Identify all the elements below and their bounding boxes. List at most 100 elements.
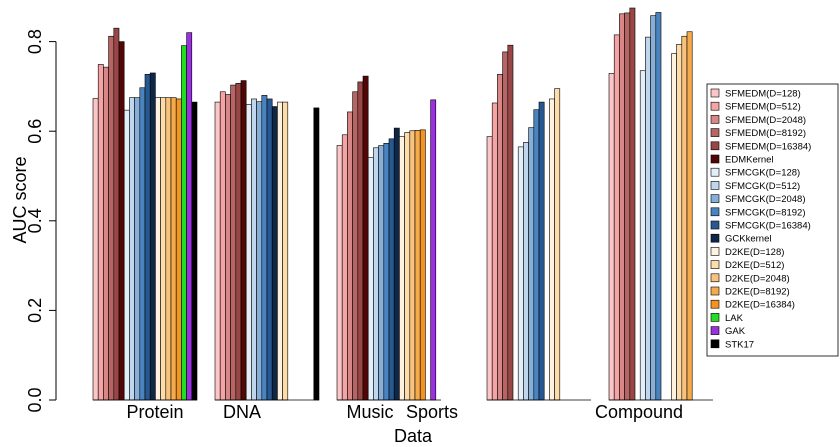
legend-swatch [710, 115, 720, 124]
bar [383, 142, 390, 401]
bar [671, 53, 677, 401]
legend-swatch [710, 260, 720, 269]
bar [393, 127, 400, 401]
bar [123, 109, 130, 401]
legend-label: SFMCGK(D=128) [725, 168, 800, 179]
bar [282, 101, 289, 401]
bar [409, 130, 416, 401]
bar [352, 91, 359, 401]
bar [103, 66, 109, 401]
y-axis-title: AUC score [10, 156, 30, 243]
legend-item: SFMEDM(D=16384) [710, 141, 811, 152]
bar [681, 35, 688, 401]
legend-label: SFMCGK(D=16384) [725, 221, 811, 232]
legend-label: D2KE(D=512) [725, 260, 784, 271]
bar [113, 27, 120, 401]
legend-label: SFMEDM(D=128) [725, 89, 801, 100]
bar [388, 138, 395, 401]
bar [554, 88, 561, 401]
bar [650, 15, 657, 401]
legend-item: SFMCGK(D=128) [710, 167, 800, 179]
legend-label: D2KE(D=16384) [725, 300, 795, 311]
bar [139, 87, 146, 401]
legend-label: EDMKernel [725, 155, 774, 166]
bar [676, 43, 683, 401]
legend-swatch [710, 313, 720, 322]
bar [362, 75, 369, 401]
legend-label: SFMCGK(D=512) [725, 181, 800, 192]
legend-swatch [710, 286, 720, 296]
legend: SFMEDM(D=128) SFMEDM(D=512) SFMEDM(D=2048)… [706, 83, 839, 357]
bar [277, 101, 283, 401]
legend-item: LAK [710, 313, 744, 324]
legend-label: SFMCGK(D=8192) [725, 207, 806, 218]
legend-item: GCKkernel [710, 233, 771, 245]
x-axis-title: Data [394, 426, 433, 446]
legend-swatch [710, 339, 720, 349]
bar [230, 84, 237, 401]
bar-group-compound [608, 7, 693, 401]
legend-swatch [710, 101, 720, 111]
legend-item: SFMEDM(D=512) [710, 101, 801, 113]
bar [378, 145, 385, 401]
legend-item: D2KE(D=8192) [710, 286, 790, 298]
bar [149, 72, 156, 401]
bar [538, 101, 545, 401]
legend-swatch [710, 207, 720, 217]
x-tick-label: Music [346, 402, 393, 422]
bar [175, 98, 182, 401]
legend-swatch [710, 181, 720, 190]
legend-swatch [710, 194, 720, 203]
bar [486, 136, 493, 401]
legend-item: D2KE(D=2048) [710, 273, 790, 284]
legend-swatch [710, 247, 720, 256]
bar [240, 80, 247, 401]
bar [491, 102, 498, 401]
bar [118, 41, 125, 401]
bar [144, 74, 151, 401]
bar [655, 12, 662, 401]
bar [686, 31, 693, 401]
bar [497, 74, 503, 401]
bar [245, 104, 252, 401]
bar [430, 99, 437, 401]
bar-group-music [336, 75, 437, 401]
legend-item: GAK [710, 326, 746, 337]
legend-label: GCKkernel [725, 234, 771, 245]
bar [357, 81, 364, 401]
bar [191, 101, 198, 401]
bar [336, 145, 343, 401]
bar [225, 94, 231, 401]
legend-swatch [710, 167, 720, 177]
bar [414, 130, 421, 401]
y-tick-label: 0.6 [25, 119, 45, 144]
bar [613, 34, 620, 401]
y-tick-label: 0.8 [25, 29, 45, 54]
bar [170, 97, 177, 401]
bar [404, 132, 411, 401]
bar [419, 129, 426, 401]
legend-label: STK17 [725, 339, 754, 350]
bar-group-protein [92, 27, 198, 401]
bar [624, 12, 631, 401]
y-tick-label: 0.4 [25, 208, 45, 233]
x-axis-categories: Protein DNA Music Sports Compound [126, 402, 683, 422]
bar [313, 107, 320, 401]
legend-swatch [710, 233, 720, 243]
bar [134, 97, 141, 401]
x-tick-label: Protein [126, 402, 183, 422]
x-tick-label: Compound [595, 402, 683, 422]
bar [523, 142, 529, 401]
bar [251, 98, 257, 401]
legend-item: D2KE(D=128) [710, 247, 784, 258]
legend-box [706, 83, 839, 357]
bar [507, 44, 514, 401]
bar [256, 101, 263, 401]
bar [186, 32, 193, 401]
bar [160, 97, 167, 401]
legend-item: SFMCGK(D=512) [710, 181, 800, 192]
y-tick-label: 0.0 [25, 387, 45, 412]
legend-swatch [710, 326, 720, 335]
legend-item: SFMEDM(D=2048) [710, 115, 806, 126]
